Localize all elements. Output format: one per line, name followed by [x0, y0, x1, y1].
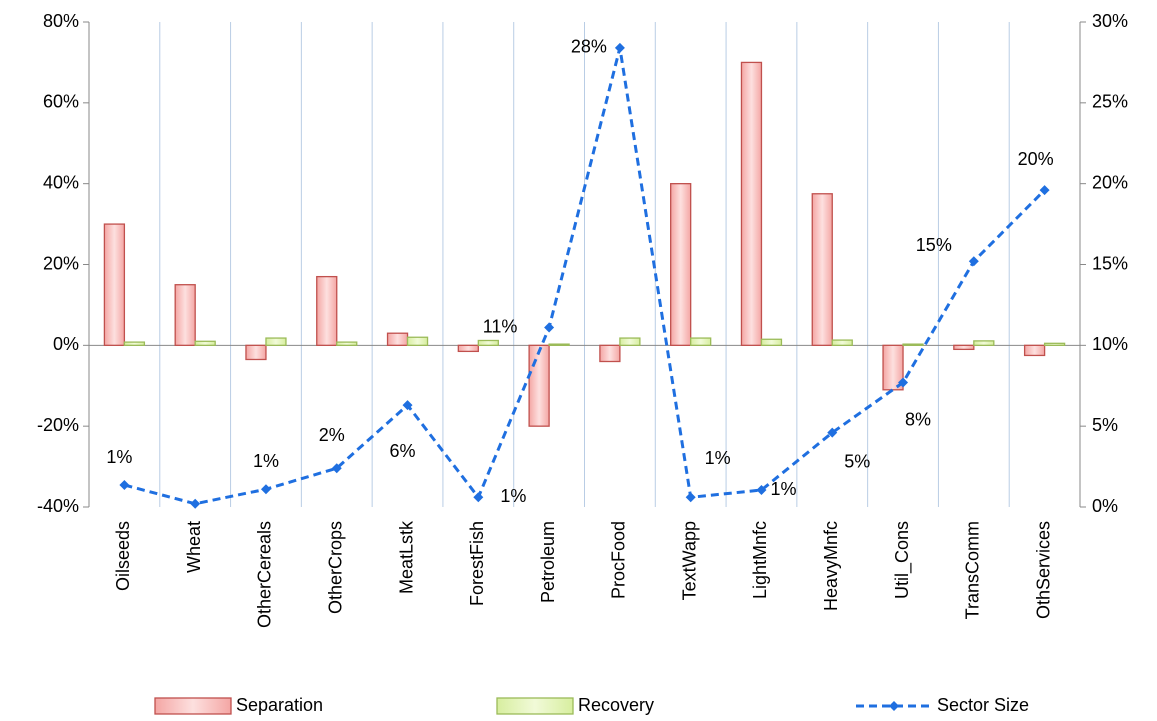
line-marker	[898, 377, 909, 388]
x-tick-label: OtherCrops	[326, 521, 346, 614]
data-label: 1%	[106, 447, 132, 467]
y-tick-label: 80%	[43, 11, 79, 31]
bar	[599, 344, 621, 363]
bar	[1043, 342, 1066, 346]
line-marker	[614, 42, 625, 53]
bar	[953, 344, 975, 351]
y-tick-label: 60%	[43, 92, 79, 112]
bar	[265, 337, 287, 346]
y2-tick-label: 30%	[1092, 11, 1128, 31]
line-marker	[119, 480, 130, 491]
bar	[690, 337, 712, 346]
bar	[902, 343, 924, 346]
y2-tick-label: 5%	[1092, 415, 1118, 435]
data-label: 1%	[770, 479, 796, 499]
line-marker	[756, 485, 767, 496]
legend-marker	[889, 701, 899, 711]
data-label: 11%	[483, 316, 518, 336]
line-marker	[544, 322, 555, 333]
x-tick-label: OtherCereals	[255, 521, 275, 628]
legend-label: Sector Size	[937, 695, 1029, 715]
line-marker	[190, 498, 201, 509]
y-tick-label: -20%	[37, 415, 79, 435]
y-tick-label: 20%	[43, 253, 79, 273]
bar	[406, 336, 429, 346]
x-tick-label: TransComm	[963, 521, 983, 619]
bar	[103, 223, 126, 346]
x-tick-label: Petroleum	[538, 521, 558, 603]
y2-tick-label: 25%	[1092, 92, 1128, 112]
bar	[245, 344, 267, 361]
legend-swatch	[154, 697, 232, 715]
x-tick-label: OthServices	[1033, 521, 1053, 619]
bar	[619, 337, 641, 346]
legend-swatch	[496, 697, 574, 715]
bar	[831, 339, 853, 346]
x-tick-label: MeatLstk	[396, 520, 416, 594]
x-tick-label: ProcFood	[609, 521, 629, 599]
line-marker	[968, 256, 979, 267]
y-tick-label: 0%	[53, 334, 79, 354]
line-marker	[827, 427, 838, 438]
bar	[1023, 344, 1046, 357]
y2-tick-label: 10%	[1092, 334, 1128, 354]
line-marker	[1039, 185, 1050, 196]
data-label: 1%	[253, 451, 279, 471]
data-label: 1%	[500, 486, 526, 506]
data-label: 15%	[916, 235, 952, 255]
bar	[316, 275, 338, 346]
line-marker	[473, 492, 484, 503]
y-tick-label: 40%	[43, 172, 79, 192]
x-tick-label: LightMnfc	[750, 521, 770, 599]
data-label: 2%	[319, 425, 345, 445]
x-tick-label: ForestFish	[467, 521, 487, 606]
y-tick-label: -40%	[37, 496, 79, 516]
bar	[811, 193, 833, 346]
bar	[194, 340, 216, 346]
bar	[760, 338, 783, 346]
bar	[670, 183, 692, 346]
bar	[336, 341, 358, 346]
bar	[973, 340, 995, 346]
line-marker	[685, 492, 696, 503]
y2-tick-label: 20%	[1092, 172, 1128, 192]
x-tick-label: Wheat	[184, 521, 204, 573]
bar	[386, 332, 409, 346]
bar	[882, 344, 904, 391]
bar	[740, 61, 763, 346]
data-label: 28%	[571, 37, 607, 57]
line-marker	[260, 484, 271, 495]
bar	[528, 344, 550, 427]
x-tick-label: Oilseeds	[113, 521, 133, 591]
line-marker	[331, 463, 342, 474]
bar	[123, 341, 146, 346]
data-label: 20%	[1018, 149, 1054, 169]
bar	[457, 344, 479, 353]
y2-tick-label: 15%	[1092, 253, 1128, 273]
x-tick-label: TextWapp	[679, 521, 699, 600]
x-tick-label: HeavyMnfc	[821, 521, 841, 611]
data-label: 8%	[905, 409, 931, 429]
data-label: 5%	[844, 451, 870, 471]
line-marker	[402, 400, 413, 411]
bar	[548, 343, 570, 346]
bar	[477, 339, 499, 346]
data-label: 6%	[390, 441, 416, 461]
x-tick-label: Util_Cons	[892, 521, 913, 599]
legend-label: Separation	[236, 695, 323, 715]
legend-label: Recovery	[578, 695, 654, 715]
line	[124, 47, 1046, 506]
y2-tick-label: 0%	[1092, 496, 1118, 516]
bar	[174, 284, 196, 346]
data-label: 1%	[705, 448, 731, 468]
